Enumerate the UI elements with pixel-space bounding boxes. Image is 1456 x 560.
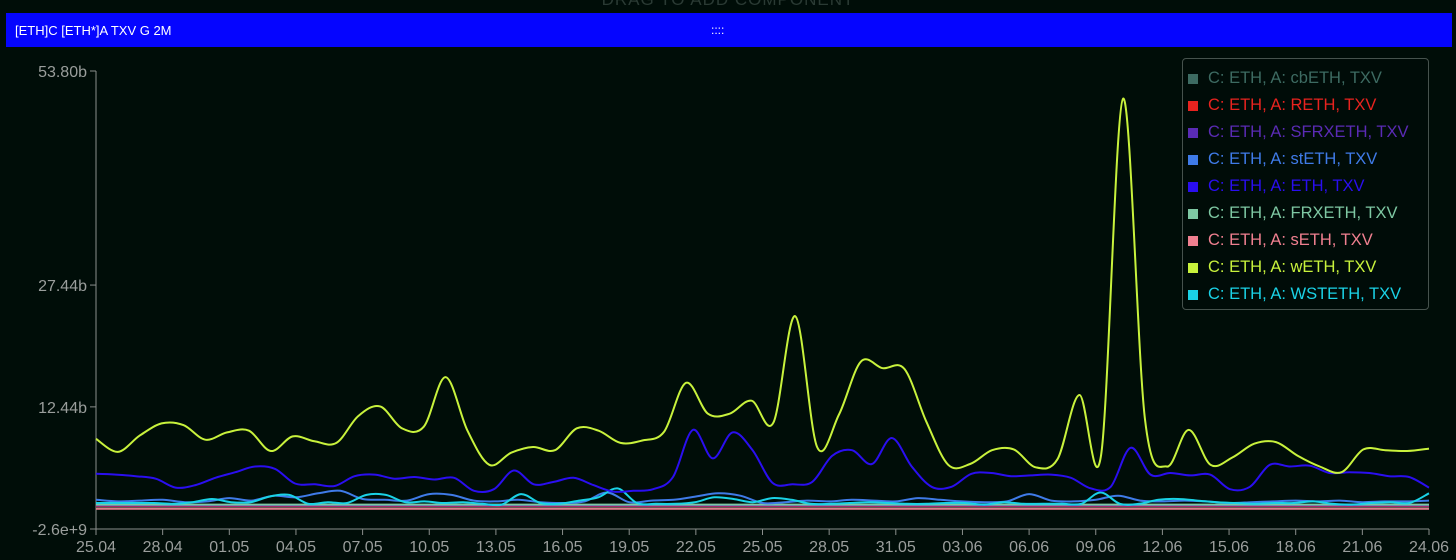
x-tick-label: 12.06	[1142, 539, 1182, 556]
panel-title: [ETH]C [ETH*]A TXV G 2M	[15, 22, 172, 38]
legend-swatch-icon	[1188, 289, 1198, 300]
x-tick-label: 18.06	[1276, 539, 1316, 556]
legend-item[interactable]: C: ETH, A: cbETH, TXV	[1183, 65, 1428, 92]
legend-label: C: ETH, A: cbETH, TXV	[1208, 69, 1382, 87]
x-tick-label: 04.05	[276, 539, 316, 556]
legend-swatch-icon	[1188, 100, 1198, 111]
legend-label: C: ETH, A: sETH, TXV	[1208, 231, 1373, 249]
legend-item[interactable]: C: ETH, A: RETH, TXV	[1183, 92, 1428, 119]
legend-label: C: ETH, A: WSTETH, TXV	[1208, 285, 1402, 303]
x-tick-label: 28.05	[809, 539, 849, 556]
legend-label: C: ETH, A: wETH, TXV	[1208, 258, 1377, 276]
series-line-4[interactable]	[95, 428, 1430, 494]
line-chart: -2.6e+9 12.44b 27.44b 53.80b 25.04 28.04 01.05…	[32, 64, 1449, 556]
legend-item[interactable]: C: ETH, A: sETH, TXV	[1183, 227, 1428, 254]
x-tick-label: 25.04	[76, 539, 116, 556]
legend-swatch-icon	[1188, 235, 1198, 246]
x-tick-label: 03.06	[942, 539, 982, 556]
x-tick-label: 10.05	[409, 539, 449, 556]
legend-label: C: ETH, A: RETH, TXV	[1208, 96, 1377, 114]
y-tick-label: 12.44b	[38, 400, 87, 417]
x-tick-label: 01.05	[209, 539, 249, 556]
legend-item[interactable]: C: ETH, A: SFRXETH, TXV	[1183, 119, 1428, 146]
x-tick-label: 16.05	[543, 539, 583, 556]
legend-swatch-icon	[1188, 127, 1198, 138]
chart-legend: C: ETH, A: cbETH, TXV C: ETH, A: RETH, TX…	[1182, 58, 1429, 310]
legend-swatch-icon	[1188, 73, 1198, 84]
x-tick-label: 13.05	[476, 539, 516, 556]
legend-label: C: ETH, A: SFRXETH, TXV	[1208, 123, 1409, 141]
y-tick-label: 53.80b	[38, 64, 87, 81]
legend-item[interactable]: C: ETH, A: ETH, TXV	[1183, 173, 1428, 200]
x-tick-label: 06.06	[1009, 539, 1049, 556]
series-line-7[interactable]	[95, 97, 1430, 474]
drag-grip-icon[interactable]: ::::	[711, 23, 725, 37]
x-tick-label: 25.05	[742, 539, 782, 556]
legend-swatch-icon	[1188, 154, 1198, 165]
y-tick-label: 27.44b	[38, 278, 87, 295]
legend-swatch-icon	[1188, 208, 1198, 219]
x-tick-label: 09.06	[1076, 539, 1116, 556]
x-tick-label: 21.06	[1342, 539, 1382, 556]
legend-item[interactable]: C: ETH, A: wETH, TXV	[1183, 254, 1428, 281]
panel-title-bar[interactable]: [ETH]C [ETH*]A TXV G 2M ::::	[6, 13, 1452, 47]
legend-swatch-icon	[1188, 181, 1198, 192]
legend-swatch-icon	[1188, 262, 1198, 273]
legend-label: C: ETH, A: FRXETH, TXV	[1208, 204, 1398, 222]
legend-item[interactable]: C: ETH, A: stETH, TXV	[1183, 146, 1428, 173]
x-tick-label: 28.04	[143, 539, 183, 556]
series-line-8[interactable]	[96, 487, 1430, 507]
legend-label: C: ETH, A: ETH, TXV	[1208, 177, 1365, 195]
x-tick-label: 07.05	[343, 539, 383, 556]
x-tick-label: 24.06	[1409, 539, 1449, 556]
x-tick-label: 19.05	[609, 539, 649, 556]
x-tick-label: 15.06	[1209, 539, 1249, 556]
legend-item[interactable]: C: ETH, A: WSTETH, TXV	[1183, 281, 1428, 308]
x-tick-label: 31.05	[876, 539, 916, 556]
y-tick-label: -2.6e+9	[32, 522, 87, 539]
legend-label: C: ETH, A: stETH, TXV	[1208, 150, 1378, 168]
legend-item[interactable]: C: ETH, A: FRXETH, TXV	[1183, 200, 1428, 227]
x-tick-label: 22.05	[676, 539, 716, 556]
drag-hint: DRAG TO ADD COMPONENT	[0, 0, 1456, 10]
